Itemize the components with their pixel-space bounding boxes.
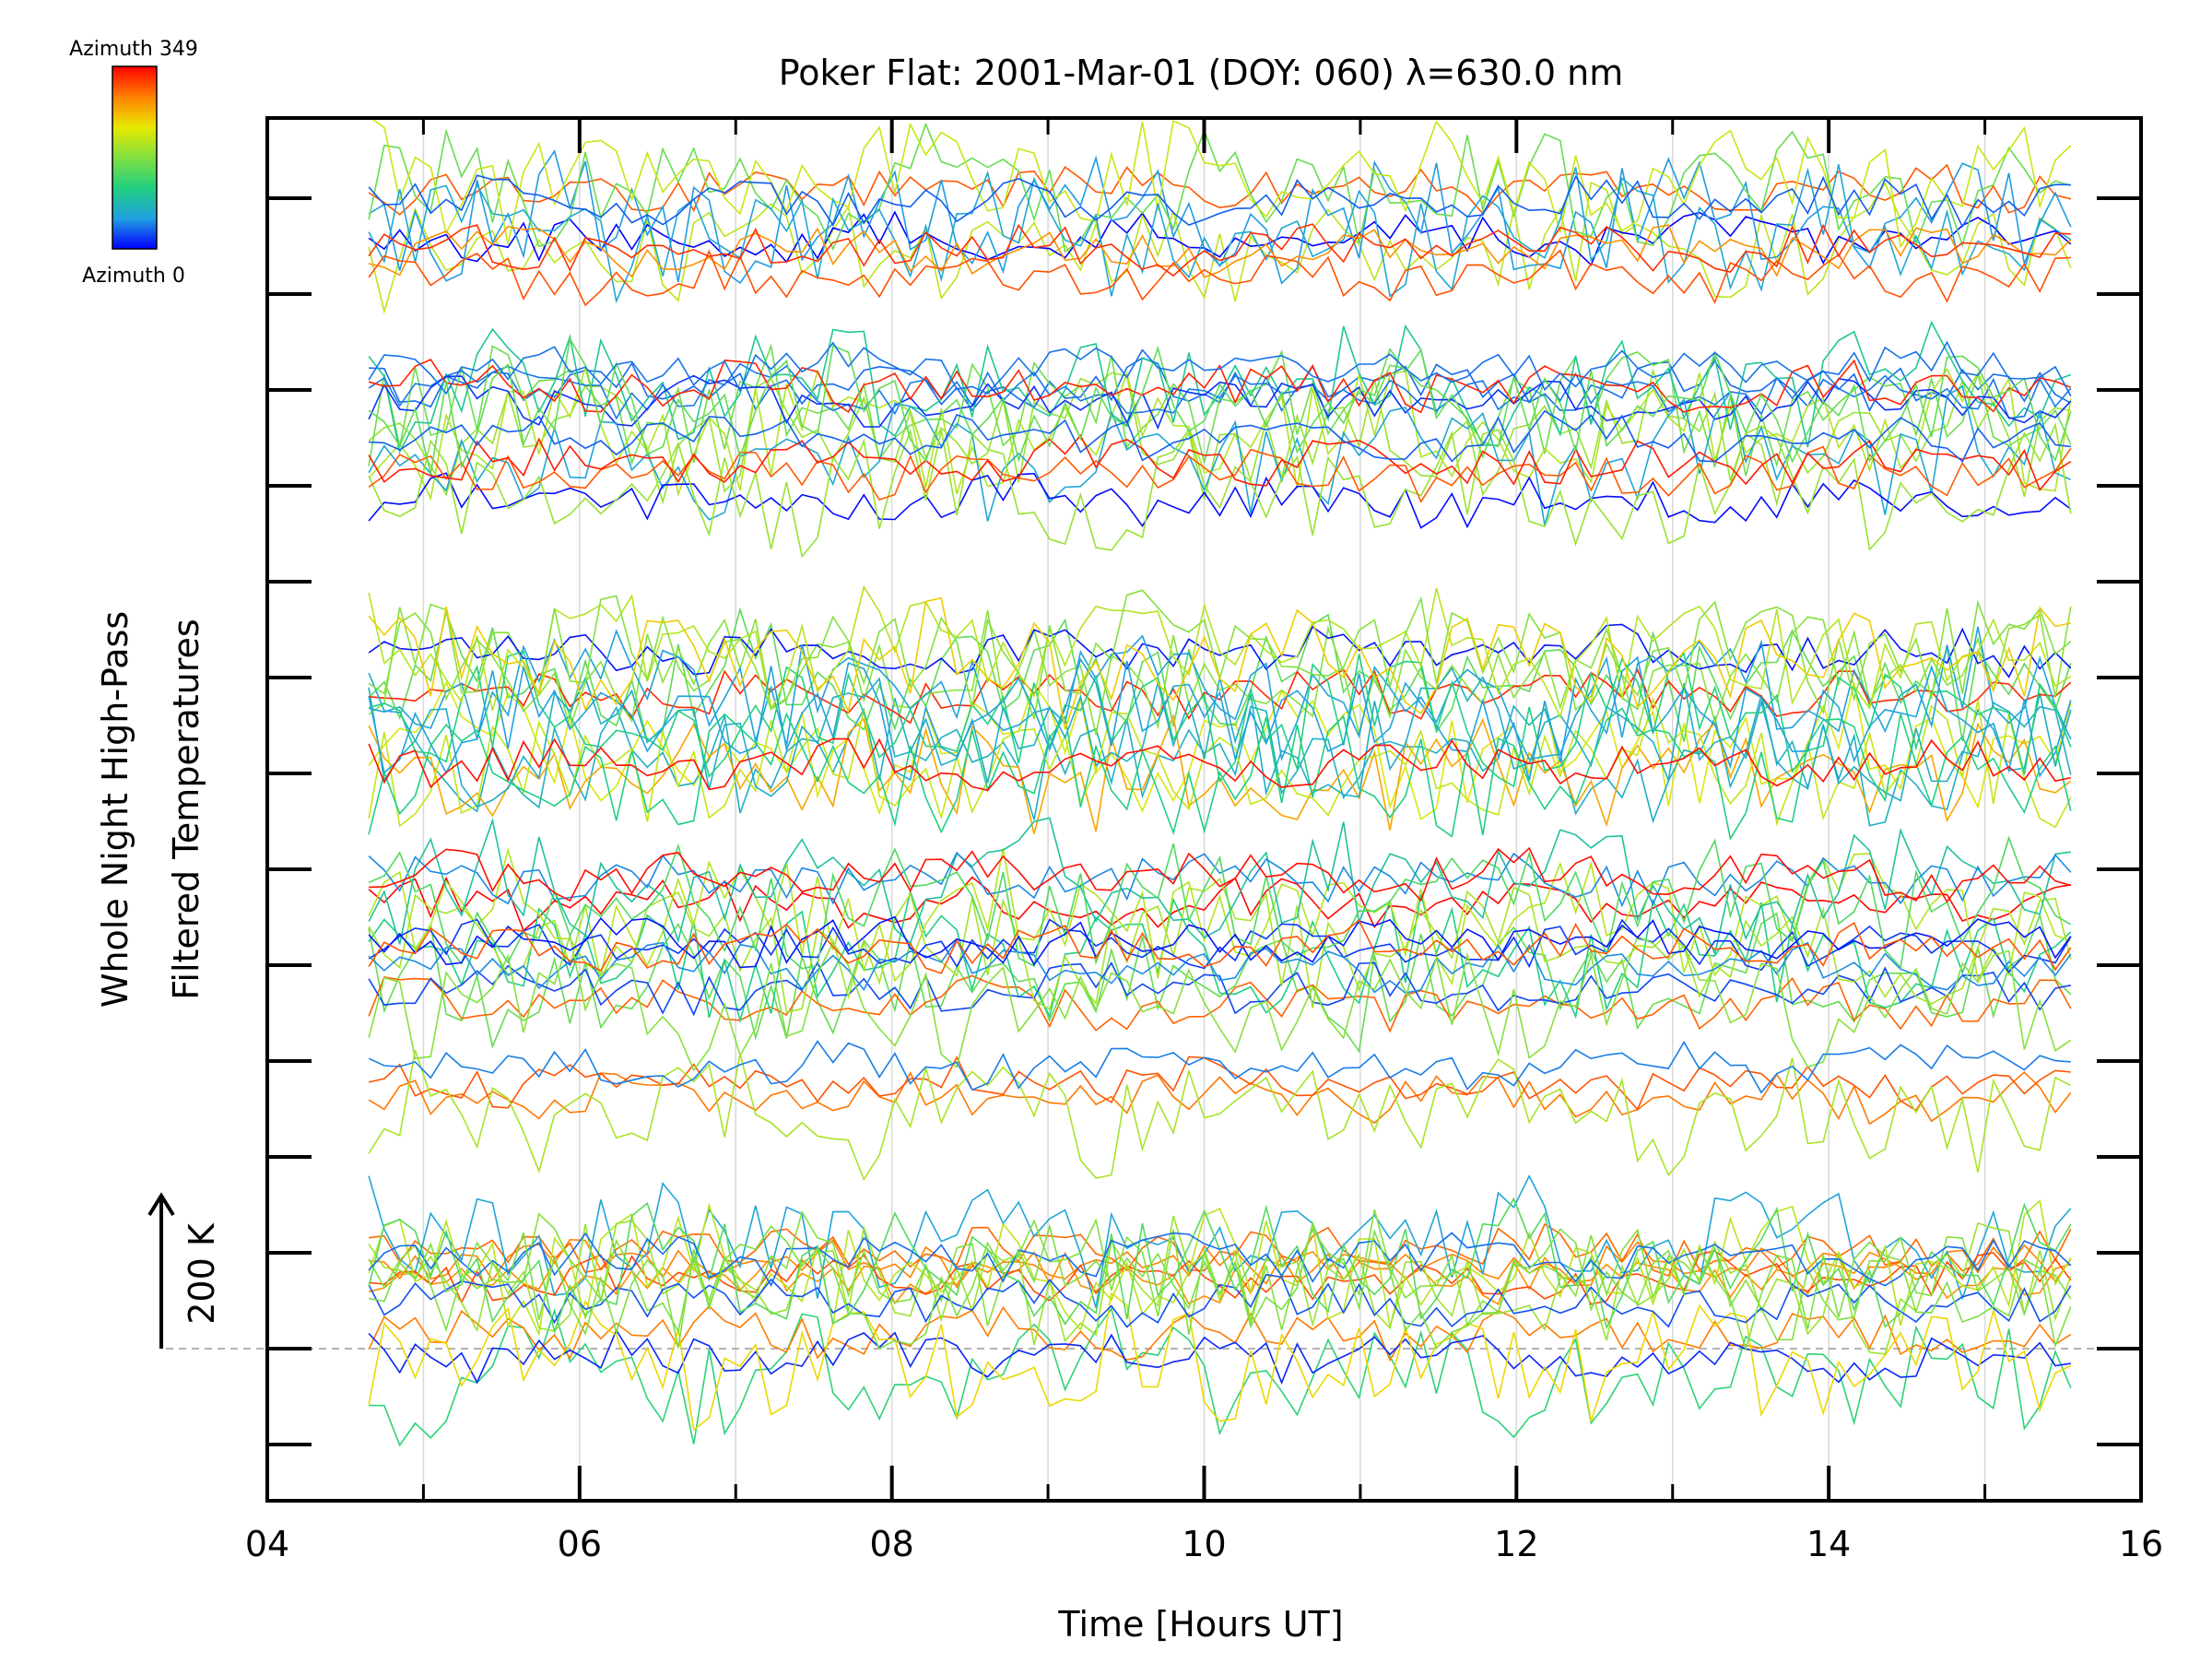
temperature-trace: [368, 938, 2072, 995]
temperature-trace: [368, 626, 2072, 762]
y-axis-label-line1: Whole Night High-Pass: [95, 611, 135, 1008]
temperature-trace: [368, 1291, 2072, 1432]
temperature-trace: [368, 847, 2072, 986]
x-tick-label: 16: [2119, 1524, 2163, 1564]
temperature-trace: [368, 1304, 2072, 1362]
temperature-trace: [368, 174, 2071, 229]
temperature-trace: [368, 680, 2072, 820]
temperature-trace: [368, 1040, 2071, 1094]
temperature-trace: [368, 974, 2072, 1033]
temperature-trace: [368, 340, 2072, 397]
temperature-trace: [368, 623, 2072, 678]
temperature-trace: [368, 164, 2072, 304]
temperature-trace: [369, 846, 2072, 903]
temperature-trace: [368, 1071, 2072, 1126]
vertical-grid-lines: [422, 118, 1986, 1501]
temperature-trace: [368, 876, 2071, 932]
temperature-trace: [369, 667, 2072, 725]
temperature-trace: [368, 1174, 2072, 1308]
temperature-trace: [368, 915, 2072, 969]
temperature-trace: [368, 336, 2072, 475]
temperature-trace: [368, 163, 2071, 216]
temperature-trace: [368, 445, 2072, 503]
temperature-trace: [368, 918, 2072, 974]
temperature-trace: [369, 357, 2072, 412]
x-tick-label: 08: [869, 1524, 913, 1564]
temperature-trace: [368, 961, 2071, 1017]
temperature-trace: [368, 1273, 2072, 1328]
temperature-trace: [369, 1306, 2072, 1447]
x-tick-label: 06: [558, 1524, 602, 1564]
x-axis-label: Time [Hours UT]: [1057, 1604, 1343, 1645]
temperature-trace: [368, 224, 2072, 278]
temperature-trace: [368, 422, 2072, 559]
temperature-trace: [368, 249, 2071, 307]
colorbar-bottom-label: Azimuth 0: [82, 265, 185, 288]
temperature-trace: [368, 835, 2072, 970]
scale-bar-label: 200 K: [182, 1222, 222, 1325]
x-axis-ticks: 04 06 08 10 12 14 16: [245, 118, 2163, 1564]
temperature-trace: [368, 1049, 2072, 1182]
chart-title: Poker Flat: 2001-Mar-01 (DOY: 060) λ=630…: [779, 53, 1624, 93]
temperature-trace: [368, 912, 2072, 1054]
temperature-trace: [368, 122, 2072, 254]
x-tick-label: 14: [1806, 1524, 1851, 1564]
temperature-trace: [368, 433, 2072, 491]
temperature-trace: [368, 374, 2072, 430]
temperature-trace: [368, 365, 2072, 501]
colorbar-gradient: [112, 65, 158, 250]
temperature-trace: [368, 384, 2072, 525]
y-axis-label-line2: Filtered Temperatures: [166, 619, 206, 999]
temperature-trace: [368, 878, 2072, 1014]
temperature-trace: [368, 737, 2071, 792]
x-tick-label: 10: [1182, 1524, 1226, 1564]
temperature-trace: [368, 584, 2072, 719]
temperature-trace: [368, 472, 2072, 529]
temperature-trace: [368, 707, 2072, 841]
temperature-trace: [368, 358, 2072, 414]
temperature-trace: [368, 1232, 2072, 1287]
temperature-trace: [368, 603, 2072, 736]
temperature-trace: [368, 1328, 2071, 1386]
temperature-trace: [369, 409, 2071, 463]
temperature-trace: [368, 210, 2072, 266]
temperature-trace: [368, 223, 2071, 277]
x-tick-label: 04: [245, 1524, 289, 1564]
temperature-trace: [368, 1056, 2071, 1112]
temperature-trace: [368, 655, 2072, 782]
x-tick-label: 12: [1494, 1524, 1538, 1564]
temperature-trace: [368, 1199, 2072, 1337]
temperature-trace: [368, 596, 2071, 730]
colorbar-top-label: Azimuth 349: [69, 38, 198, 61]
temperature-trace: [368, 696, 2072, 829]
temperature-traces: [368, 118, 2072, 1447]
temperature-trace: [368, 362, 2072, 420]
colorbar: Azimuth 349 Azimuth 0: [69, 38, 198, 288]
temperature-trace: [368, 1221, 2072, 1352]
temperature-trace: [368, 817, 2071, 957]
y-axis-ticks: [267, 196, 2141, 1446]
scale-bar-arrowhead-icon: [147, 1192, 175, 1217]
temperature-trace: [369, 1238, 2072, 1291]
temperature-trace: [369, 118, 2072, 249]
temperature-trace: [368, 933, 2072, 1072]
scale-bar: 200 K: [147, 1192, 222, 1349]
temperature-trace: [368, 1215, 2072, 1355]
